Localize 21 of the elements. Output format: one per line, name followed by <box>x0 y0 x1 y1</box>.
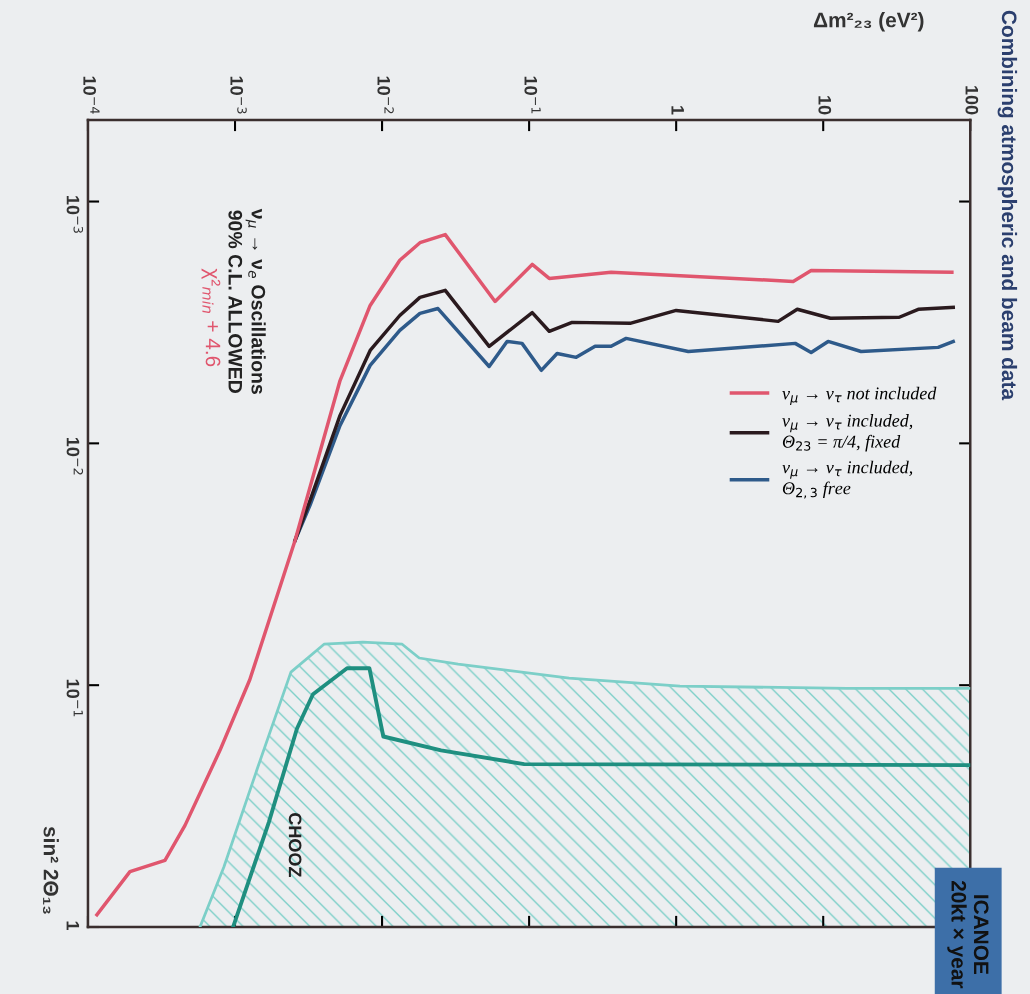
x-axis-title: Δm²₂₃ (eV²) <box>813 12 924 32</box>
text: Combining atmospheric and beam data <box>997 10 1018 401</box>
x-tick-label: 10$^{−2}$ <box>377 76 394 114</box>
annotation: χ²$_{min}$ + 4.6 <box>201 268 221 367</box>
x-tick-label: 100 <box>965 86 979 115</box>
legend-label: ν$_{μ}$ → ν$_{τ}$ not included <box>782 386 937 405</box>
y-tick-label: 1 <box>66 921 80 930</box>
y-tick-label: 10$^{−3}$ <box>66 196 84 233</box>
text: ν$_{μ}$ → ν$_{τ}$ included, Θ$_{2,3}$ free <box>782 460 913 499</box>
x-tick-label: 10$^{−3}$ <box>230 76 247 114</box>
text: ν$_{μ}$ → ν$_{τ}$ included, Θ$_{23}$ = π/4, fixed <box>782 414 913 452</box>
annotation: ν$_{μ}$ → ν$_{e}$ Oscillations 90% C.L. ALLOWED <box>228 208 266 394</box>
x-tick-label: 10$^{−4}$ <box>83 76 100 114</box>
y-axis-title: sin² 2Θ₁₃ <box>42 826 59 914</box>
annotation: ICANOE 20kt × year <box>947 880 989 989</box>
y-tick-label: 10$^{−1}$ <box>66 679 83 717</box>
x-tick-label: 10 <box>818 96 832 115</box>
y-tick-label: 10$^{−2}$ <box>66 437 84 475</box>
annotation: CHOOZ <box>288 813 302 877</box>
x-tick-label: 1 <box>671 106 684 115</box>
x-tick-label: 10$^{−1}$ <box>524 76 541 114</box>
